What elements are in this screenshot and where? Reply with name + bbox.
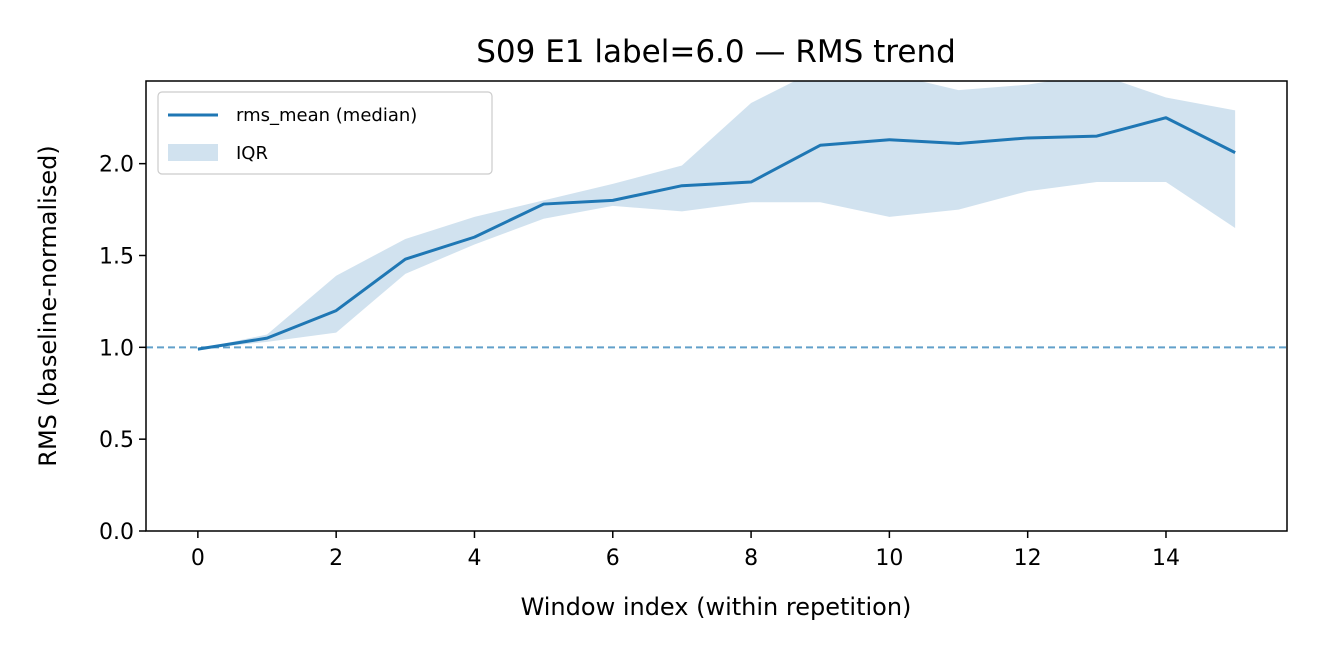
chart-title: S09 E1 label=6.0 — RMS trend [476,34,956,70]
x-axis-label: Window index (within repetition) [521,593,912,621]
y-tick-label: 1.0 [99,336,134,361]
y-tick-label: 0.0 [99,520,134,545]
legend: rms_mean (median) IQR [157,91,493,175]
x-tick-label: 6 [606,546,620,571]
median-line-layer [197,116,1236,351]
x-tick-label: 4 [467,546,481,571]
y-axis-ticks: 0.0 0.5 1.0 1.5 2.0 [99,153,146,545]
y-tick-label: 1.5 [99,244,134,269]
y-tick-label: 2.0 [99,153,134,178]
legend-label-iqr: IQR [236,143,268,164]
y-tick-label: 0.5 [99,428,134,453]
x-tick-label: 14 [1152,546,1180,571]
plot-frame [145,80,1288,532]
x-tick-label: 8 [744,546,758,571]
iqr-band-layer [197,81,1236,350]
legend-band-swatch [168,144,218,161]
x-axis-ticks: 0 2 4 6 8 10 12 14 [191,531,1180,571]
x-tick-label: 12 [1014,546,1042,571]
x-tick-label: 2 [329,546,343,571]
x-tick-label: 10 [875,546,903,571]
legend-label-median: rms_mean (median) [236,105,417,126]
median-line [197,116,1236,351]
x-tick-label: 0 [191,546,205,571]
y-axis-label: RMS (baseline-normalised) [34,145,62,466]
legend-box [157,91,493,175]
iqr-band [197,81,1236,350]
